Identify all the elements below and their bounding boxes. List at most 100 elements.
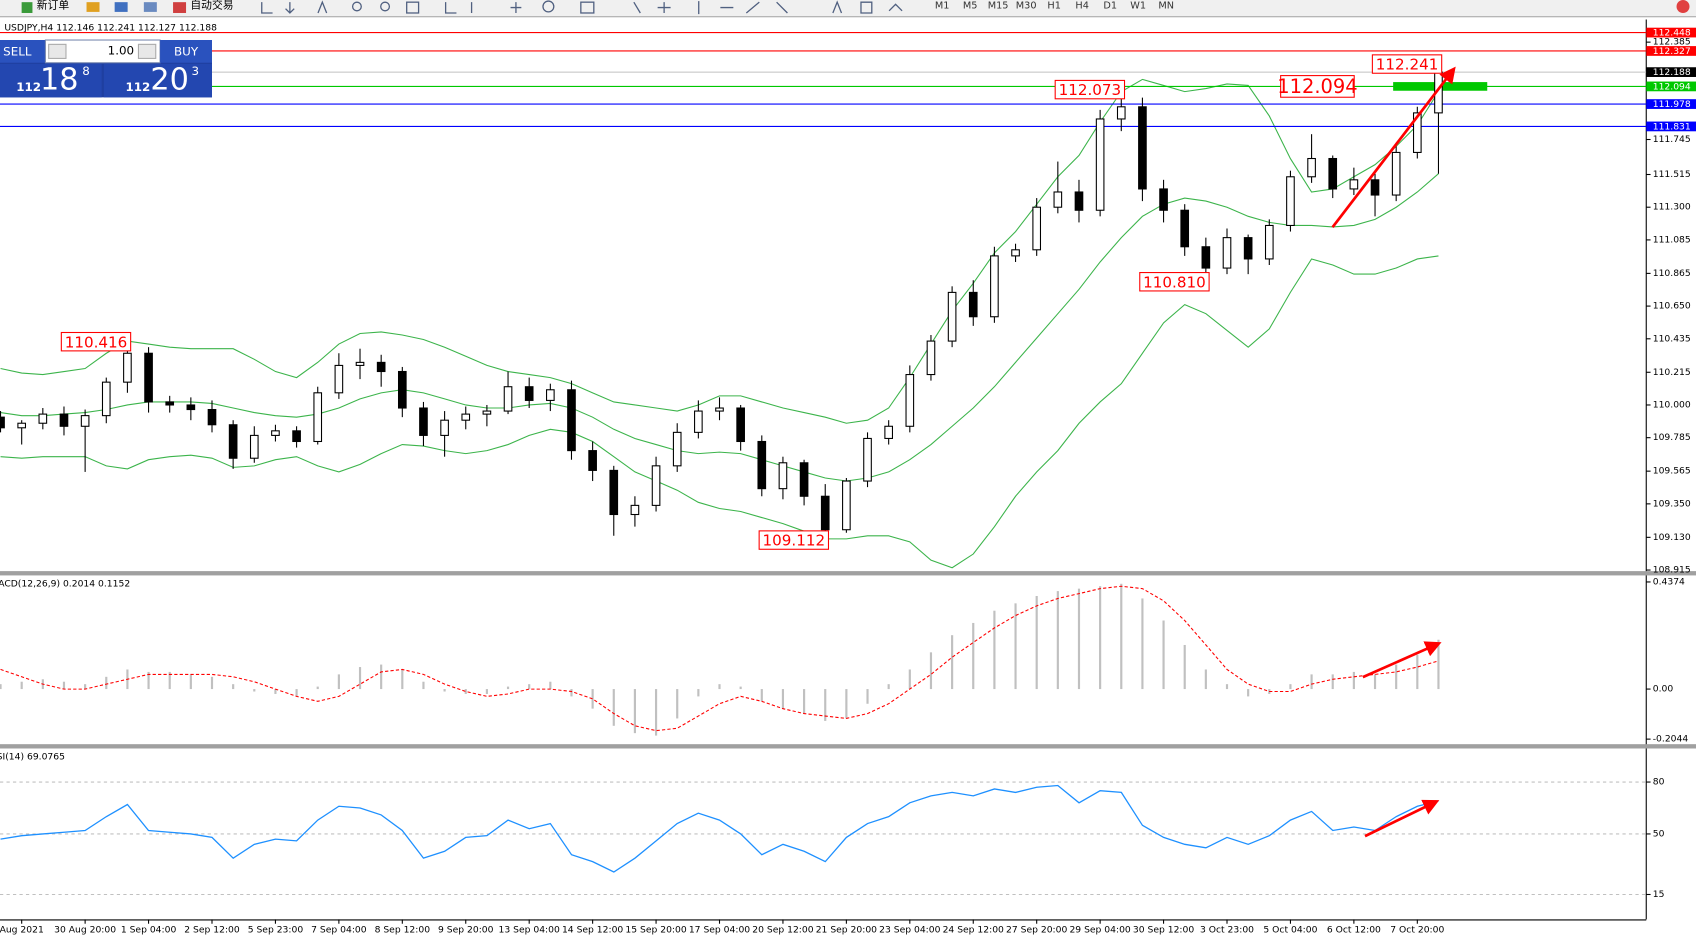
- timeframe-button[interactable]: H4: [1075, 0, 1089, 11]
- sell-price-main: 18: [40, 63, 79, 98]
- macd-bar: [253, 689, 256, 692]
- buy-price-big: 112: [125, 80, 150, 94]
- x-tick-label: 30 Aug 20:00: [54, 925, 116, 936]
- sell-price-small: 8: [82, 64, 90, 78]
- x-tick-label: 1 Sep 04:00: [121, 925, 177, 936]
- candle-body: [1370, 179, 1380, 196]
- candle-body: [842, 480, 851, 531]
- pane-separator: [0, 744, 1696, 749]
- sell-price-box[interactable]: [0, 63, 102, 98]
- price-level-tag: [1646, 81, 1696, 92]
- candle-body: [1286, 176, 1295, 227]
- timeframe-button[interactable]: MN: [1158, 0, 1174, 11]
- macd-bar: [1035, 596, 1038, 690]
- zoom-in[interactable]: [351, 1, 362, 12]
- macd-bar: [1141, 598, 1144, 690]
- macd-bar: [739, 686, 742, 690]
- macd-bar: [443, 689, 446, 692]
- auto-trading-button[interactable]: 自动交易: [190, 0, 233, 11]
- candle-body: [1264, 224, 1274, 260]
- zoom-out[interactable]: [380, 1, 391, 12]
- chart-tools[interactable]: [444, 2, 522, 14]
- candle-body: [694, 410, 703, 433]
- candle-body: [292, 430, 301, 443]
- price-annotation: 112.073: [1059, 81, 1122, 99]
- macd-bar: [380, 664, 383, 690]
- macd-bar: [105, 676, 108, 690]
- candle-body: [905, 374, 915, 427]
- y-tick-label: 109.130: [1653, 532, 1691, 543]
- y-tick-label: 110.215: [1653, 367, 1691, 378]
- macd-bar: [84, 684, 87, 690]
- bollinger-band: [0, 173, 1439, 482]
- axes: 112.385 111.745 111.515 111.300 111.085 110.8…: [0, 28, 1696, 936]
- drawing-tools[interactable]: [633, 0, 903, 15]
- candle-body: [1222, 237, 1232, 269]
- price-level-label: 112.448: [1653, 28, 1691, 39]
- candle-body: [947, 291, 957, 342]
- macd-bar: [549, 681, 552, 690]
- macd-bar: [1310, 674, 1313, 690]
- icon[interactable]: [143, 2, 157, 12]
- y-tick-label: 0.00: [1653, 684, 1674, 695]
- buy-label[interactable]: BUY: [174, 44, 199, 58]
- candle-body: [355, 361, 365, 366]
- timeframe-button[interactable]: M15: [988, 0, 1009, 11]
- candle-body: [715, 407, 724, 412]
- timeframe-button[interactable]: H1: [1047, 0, 1061, 11]
- candle-body: [461, 413, 471, 421]
- macd-bar: [1395, 664, 1398, 690]
- tile[interactable]: [406, 1, 420, 14]
- icon[interactable]: [114, 2, 128, 12]
- new-order-button[interactable]: 新订单: [37, 0, 70, 11]
- icon[interactable]: [86, 2, 100, 12]
- level-callout-box: [1280, 75, 1355, 98]
- macd-bar: [676, 689, 679, 719]
- lot-down[interactable]: [48, 43, 67, 59]
- trend-arrow: [1362, 641, 1442, 679]
- candle-body: [249, 434, 259, 459]
- macd-bar: [422, 681, 425, 690]
- macd-bar: [401, 669, 404, 690]
- candle-body: [588, 450, 597, 471]
- timeframe-button[interactable]: M30: [1016, 0, 1037, 11]
- notification[interactable]: [1676, 0, 1690, 13]
- auto-trading-icon[interactable]: [173, 2, 187, 13]
- x-tick-label: 13 Sep 04:00: [499, 925, 560, 936]
- timeframe-button[interactable]: D1: [1103, 0, 1117, 11]
- y-tick-label: 0.4374: [1653, 576, 1685, 587]
- macd-bar: [20, 681, 23, 690]
- price-annotation: 110.416: [65, 333, 128, 351]
- price-level-tag: [1646, 99, 1696, 109]
- timeframe-button[interactable]: W1: [1130, 0, 1146, 11]
- macd-bar: [1120, 583, 1123, 690]
- macd-bar: [1247, 689, 1250, 697]
- chart-tools[interactable]: [261, 0, 328, 14]
- lot-up[interactable]: [137, 43, 157, 59]
- macd-bar: [62, 681, 66, 690]
- macd-bar: [506, 686, 510, 690]
- buy-price-box[interactable]: [103, 63, 212, 98]
- buy-button[interactable]: [160, 40, 212, 63]
- bollinger-band: [0, 255, 1439, 569]
- new-order-icon[interactable]: [21, 2, 33, 13]
- candle-body: [123, 352, 132, 383]
- x-tick-label: 7 Oct 20:00: [1390, 925, 1444, 936]
- templates[interactable]: [580, 1, 595, 14]
- candle-body: [968, 291, 978, 318]
- timeframe-button[interactable]: M1: [935, 0, 950, 11]
- candle-body: [17, 422, 27, 429]
- timeframe-button[interactable]: M5: [963, 0, 978, 11]
- candle-body: [1138, 106, 1147, 190]
- sell-label[interactable]: SELL: [3, 44, 32, 58]
- macd-bar: [1225, 684, 1229, 690]
- macd-bar: [1416, 654, 1419, 690]
- price-level-tag: [1646, 46, 1696, 56]
- price-level-label: 111.831: [1653, 121, 1691, 132]
- y-tick-label: 111.300: [1653, 202, 1691, 213]
- macd-bar: [295, 689, 298, 697]
- lot-value[interactable]: 1.00: [108, 43, 134, 57]
- sell-button[interactable]: [0, 40, 46, 63]
- periods[interactable]: [542, 0, 555, 13]
